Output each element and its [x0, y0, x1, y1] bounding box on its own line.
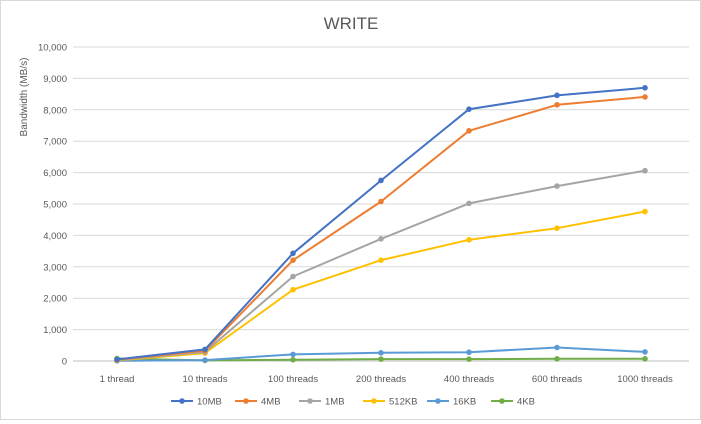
x-tick-label: 100 threads: [268, 374, 318, 385]
data-point: [642, 85, 648, 91]
data-point: [378, 177, 384, 184]
legend-item: 10MB: [171, 397, 222, 408]
y-tick-label: 7,000: [43, 137, 67, 148]
legend-swatch-marker: [435, 398, 441, 404]
data-point: [642, 167, 648, 174]
series-line: [116, 86, 646, 361]
legend-item: 512KB: [363, 397, 418, 408]
data-point: [290, 286, 296, 293]
data-point: [642, 94, 648, 100]
y-tick-label: 3,000: [43, 262, 67, 273]
legend-item: 4MB: [235, 397, 281, 408]
data-point: [466, 356, 472, 362]
legend-label: 10MB: [197, 397, 222, 408]
series-4MB: [114, 94, 648, 363]
data-point: [554, 183, 560, 189]
legend-swatch-marker: [179, 398, 185, 404]
data-point: [290, 356, 296, 363]
data-point: [554, 344, 560, 351]
y-axis-ticks: 0 1,000 2,000 3,000 4,000 5,000 6,000 7,000 8,00…: [38, 43, 67, 368]
legend-item: 16KB: [427, 397, 476, 408]
series-10MB: [114, 85, 648, 363]
legend-swatch-marker: [499, 398, 505, 404]
x-tick-label: 1 thread: [100, 374, 135, 385]
series-line: [116, 210, 646, 362]
legend-label: 512KB: [389, 397, 418, 408]
legend-label: 16KB: [453, 397, 476, 408]
series-1MB: [114, 167, 648, 363]
data-point: [378, 257, 384, 264]
legend: 10MB 4MB 1MB 512KB 16KB 4KB: [171, 397, 535, 408]
data-point: [290, 257, 296, 264]
chart-title: WRITE: [324, 14, 379, 33]
data-point: [378, 350, 384, 356]
data-point: [290, 351, 296, 358]
data-point: [114, 356, 120, 363]
data-point: [466, 106, 472, 112]
y-tick-label: 8,000: [43, 105, 67, 116]
series-line: [116, 95, 646, 361]
legend-item: 4KB: [491, 397, 535, 408]
y-tick-label: 5,000: [43, 200, 67, 211]
x-tick-label: 10 threads: [183, 374, 228, 385]
legend-item: 1MB: [299, 397, 345, 408]
data-point: [554, 356, 560, 362]
series-lines: [114, 85, 648, 364]
x-tick-label: 400 threads: [444, 374, 494, 385]
data-point: [642, 349, 648, 355]
data-point: [466, 236, 472, 243]
y-tick-label: 4,000: [43, 231, 67, 242]
data-point: [466, 128, 472, 134]
y-tick-label: 1,000: [43, 325, 67, 336]
y-tick-label: 6,000: [43, 168, 67, 179]
legend-label: 4KB: [517, 397, 535, 408]
data-point: [554, 92, 560, 99]
x-axis-ticks: 1 thread 10 threads 100 threads 200 threads…: [100, 374, 673, 385]
data-point: [378, 356, 384, 362]
data-point: [202, 357, 208, 363]
legend-swatch-marker: [307, 398, 313, 404]
data-point: [466, 200, 472, 207]
y-tick-label: 2,000: [43, 294, 67, 305]
data-point: [378, 198, 384, 205]
data-point: [554, 225, 560, 231]
data-point: [642, 356, 648, 362]
y-tick-label: 10,000: [38, 43, 67, 54]
y-axis-label: Bandwidth (MB/s): [19, 58, 30, 137]
data-point: [554, 101, 560, 108]
data-point: [466, 349, 472, 356]
x-tick-label: 1000 threads: [617, 374, 673, 385]
legend-label: 4MB: [261, 397, 281, 408]
data-point: [290, 273, 296, 280]
y-tick-label: 9,000: [43, 74, 67, 85]
legend-label: 1MB: [325, 397, 345, 408]
x-tick-label: 200 threads: [356, 374, 406, 385]
data-point: [290, 250, 296, 257]
legend-swatch-marker: [243, 398, 249, 404]
x-tick-label: 600 threads: [532, 374, 582, 385]
data-point: [642, 208, 648, 215]
y-tick-label: 0: [62, 357, 67, 368]
data-point: [202, 346, 208, 353]
legend-swatch-marker: [371, 398, 377, 404]
series-512KB: [114, 208, 648, 364]
data-point: [378, 236, 384, 242]
